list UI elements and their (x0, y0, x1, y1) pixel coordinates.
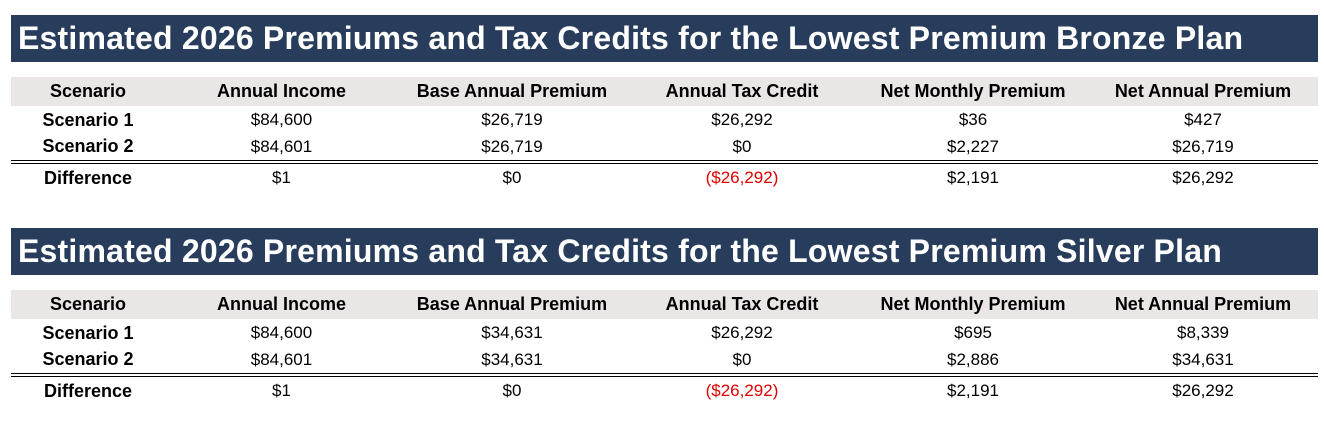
row-label: Scenario 1 (42, 322, 134, 343)
table-row-difference: Difference $1 $0 ($26,292) $2,191 $26,29… (11, 162, 1318, 192)
cell-annual-income: $1 (272, 168, 291, 187)
cell-annual-income: $84,600 (250, 323, 313, 342)
table-row-scenario-2: Scenario 2 $84,601 $26,719 $0 $2,227 $26… (11, 134, 1318, 164)
cell-base-annual-premium: $34,631 (398, 347, 626, 377)
cell-annual-tax-credit: $26,292 (711, 323, 773, 342)
cell-net-annual-premium: $34,631 (1088, 347, 1318, 377)
header-scenario: Scenario (49, 81, 127, 101)
cell-net-monthly-premium: $2,191 (947, 168, 999, 187)
cell-annual-tax-credit: ($26,292) (705, 168, 779, 187)
bronze-plan-section: Estimated 2026 Premiums and Tax Credits … (11, 15, 1318, 192)
cell-net-annual-premium: $427 (1184, 110, 1222, 129)
header-annual-tax-credit: Annual Tax Credit (665, 294, 819, 314)
cell-net-annual-premium: $8,339 (1177, 323, 1229, 342)
header-annual-income: Annual Income (216, 81, 346, 101)
row-label: Difference (43, 167, 133, 188)
cell-annual-tax-credit: ($26,292) (705, 381, 779, 400)
cell-base-annual-premium: $26,719 (398, 134, 626, 164)
header-net-monthly-premium: Net Monthly Premium (880, 81, 1066, 101)
table-row-scenario-1: Scenario 1 $84,600 $26,719 $26,292 $36 $… (11, 106, 1318, 134)
bronze-premium-table: Scenario Annual Income Base Annual Premi… (11, 77, 1318, 192)
silver-table-title: Estimated 2026 Premiums and Tax Credits … (11, 228, 1318, 275)
cell-net-annual-premium: $26,719 (1088, 134, 1318, 164)
header-row: Scenario Annual Income Base Annual Premi… (11, 290, 1318, 319)
cell-base-annual-premium: $0 (502, 381, 522, 400)
table-row-difference: Difference $1 $0 ($26,292) $2,191 $26,29… (11, 375, 1318, 405)
header-row: Scenario Annual Income Base Annual Premi… (11, 77, 1318, 106)
cell-net-monthly-premium: $2,227 (858, 134, 1088, 164)
cell-base-annual-premium: $0 (502, 168, 522, 187)
row-label: Scenario 2 (11, 134, 165, 164)
cell-net-annual-premium: $26,292 (1172, 168, 1234, 187)
row-label: Scenario 1 (42, 109, 134, 130)
cell-annual-tax-credit: $0 (626, 134, 858, 164)
cell-annual-income: $84,601 (165, 134, 398, 164)
cell-net-monthly-premium: $2,886 (858, 347, 1088, 377)
cell-base-annual-premium: $26,719 (481, 110, 543, 129)
cell-annual-tax-credit: $0 (626, 347, 858, 377)
cell-net-monthly-premium: $695 (954, 323, 992, 342)
table-row-scenario-1: Scenario 1 $84,600 $34,631 $26,292 $695 … (11, 319, 1318, 347)
header-net-annual-premium: Net Annual Premium (1114, 294, 1292, 314)
row-label: Scenario 2 (11, 347, 165, 377)
cell-net-annual-premium: $26,292 (1172, 381, 1234, 400)
header-base-annual-premium: Base Annual Premium (416, 81, 608, 101)
silver-plan-section: Estimated 2026 Premiums and Tax Credits … (11, 228, 1318, 405)
header-scenario: Scenario (49, 294, 127, 314)
header-net-monthly-premium: Net Monthly Premium (880, 294, 1066, 314)
header-net-annual-premium: Net Annual Premium (1114, 81, 1292, 101)
cell-annual-income: $1 (272, 381, 291, 400)
cell-annual-income: $84,601 (165, 347, 398, 377)
cell-net-monthly-premium: $36 (958, 110, 988, 129)
table-row-scenario-2: Scenario 2 $84,601 $34,631 $0 $2,886 $34… (11, 347, 1318, 377)
cell-annual-tax-credit: $26,292 (711, 110, 773, 129)
cell-net-monthly-premium: $2,191 (947, 381, 999, 400)
row-label: Difference (43, 380, 133, 401)
header-annual-tax-credit: Annual Tax Credit (665, 81, 819, 101)
header-annual-income: Annual Income (216, 294, 346, 314)
cell-base-annual-premium: $34,631 (481, 323, 543, 342)
silver-premium-table: Scenario Annual Income Base Annual Premi… (11, 290, 1318, 405)
cell-annual-income: $84,600 (250, 110, 313, 129)
bronze-table-title: Estimated 2026 Premiums and Tax Credits … (11, 15, 1318, 62)
header-base-annual-premium: Base Annual Premium (416, 294, 608, 314)
